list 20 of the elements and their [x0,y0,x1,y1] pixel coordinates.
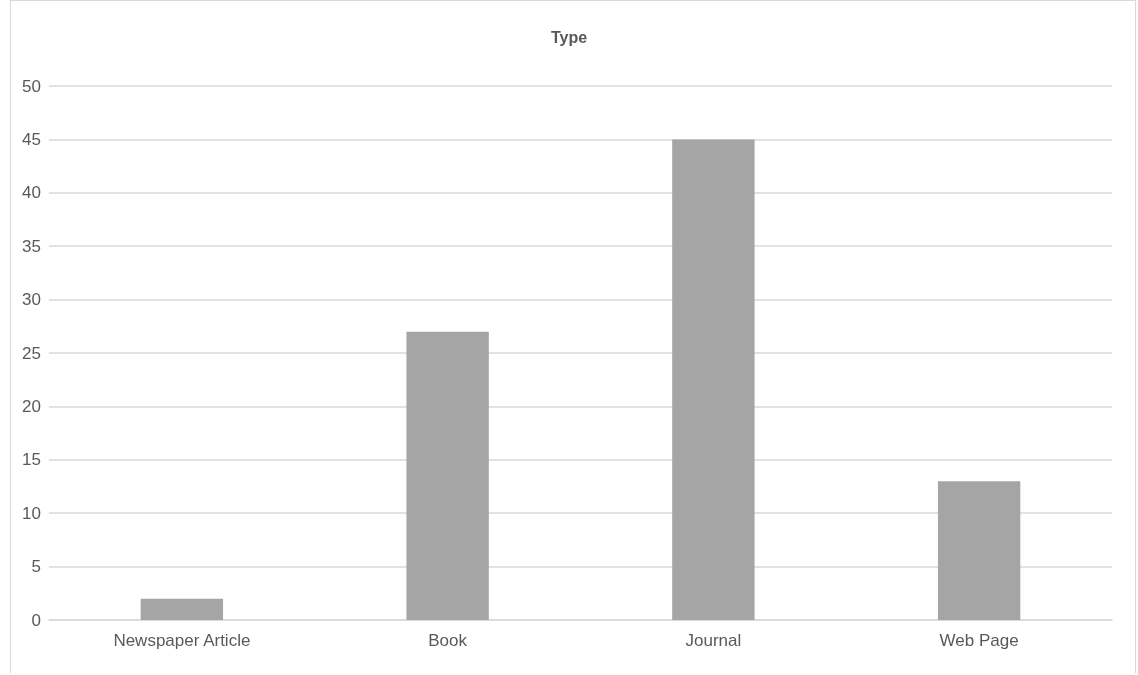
bar [140,598,224,620]
y-tick-label: 30 [22,290,41,310]
chart-title: Type [550,28,588,46]
y-tick-label: 40 [22,183,41,203]
bar [406,331,489,620]
y-tick-label: 20 [22,396,41,416]
y-tick-label: 5 [31,557,41,577]
x-tick-label: Book [428,631,468,650]
x-tick-label: Journal [685,631,742,650]
y-tick-label: 45 [22,129,41,149]
bar [937,481,1021,620]
y-tick-label: 35 [22,236,41,256]
y-tick-label: 10 [22,503,41,523]
y-tick-label: 25 [22,343,41,363]
x-tick-label: Newspaper Article [113,631,251,650]
x-tick-label: Web Page [939,631,1019,650]
bar [672,139,755,620]
y-tick-label: 0 [31,610,41,630]
y-tick-label: 15 [22,450,41,470]
y-tick-label: 50 [22,76,41,96]
